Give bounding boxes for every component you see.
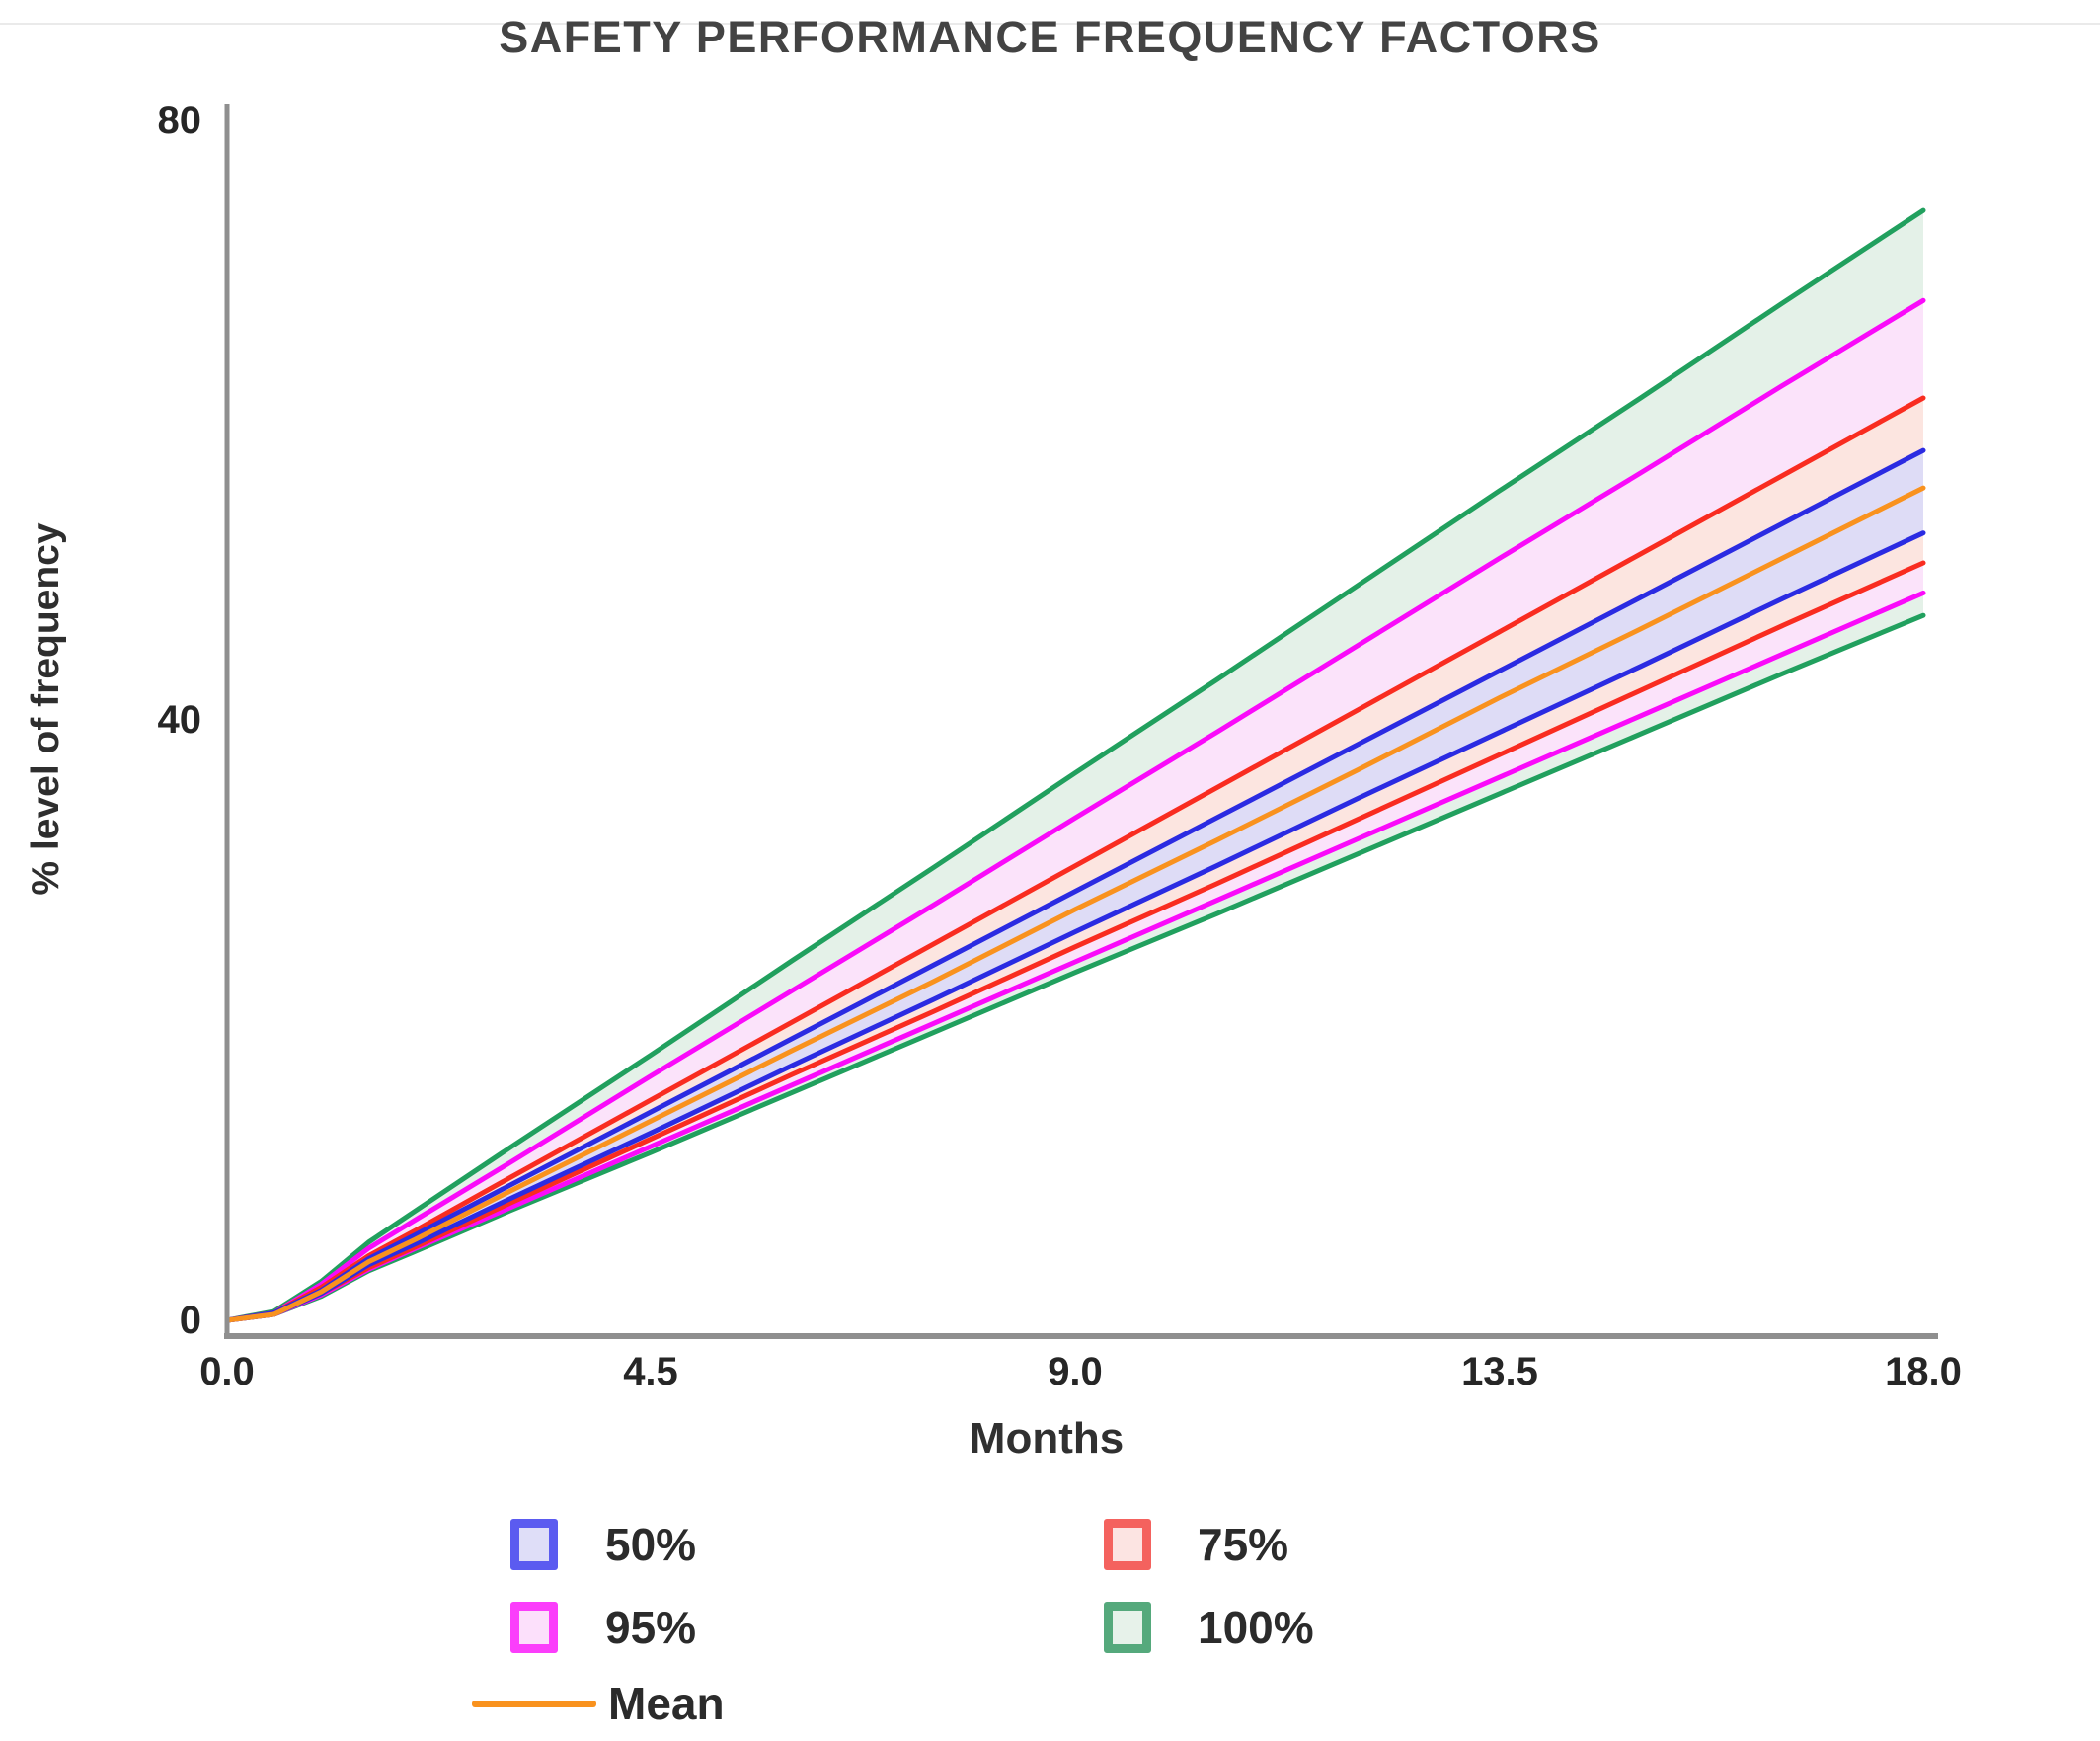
legend-swatch-75-icon (1104, 1519, 1151, 1570)
legend-item-75[interactable]: 75% (1104, 1519, 1288, 1570)
legend-swatch-95-icon (510, 1602, 558, 1653)
x-tick-13-5: 13.5 (1461, 1350, 1538, 1393)
x-tick-0-0: 0.0 (199, 1350, 255, 1393)
mean-legend-line-icon (472, 1700, 596, 1707)
legend-item-mean[interactable]: Mean (472, 1679, 725, 1728)
legend-item-50[interactable]: 50% (510, 1519, 696, 1570)
x-tick-9-0: 9.0 (1048, 1350, 1103, 1393)
legend-label-75: 75% (1198, 1519, 1289, 1570)
legend-item-100[interactable]: 100% (1104, 1602, 1314, 1653)
y-tick-80: 80 (157, 99, 202, 142)
legend-label-50: 50% (605, 1519, 697, 1570)
y-tick-40: 40 (157, 698, 202, 742)
top-border-rule (0, 23, 2100, 25)
x-tick-18-0: 18.0 (1885, 1350, 1962, 1393)
legend-label-95: 95% (605, 1602, 697, 1653)
legend-label-mean: Mean (608, 1678, 725, 1729)
chart-title: SAFETY PERFORMANCE FREQUENCY FACTORS (499, 12, 1601, 62)
legend-swatch-50-icon (510, 1519, 558, 1570)
legend-item-95[interactable]: 95% (510, 1602, 696, 1653)
y-tick-0: 0 (179, 1299, 201, 1342)
x-axis-title: Months (969, 1414, 1125, 1463)
x-tick-4-5: 4.5 (623, 1350, 678, 1393)
legend-label-100: 100% (1198, 1602, 1314, 1653)
legend-swatch-100-icon (1104, 1602, 1151, 1653)
